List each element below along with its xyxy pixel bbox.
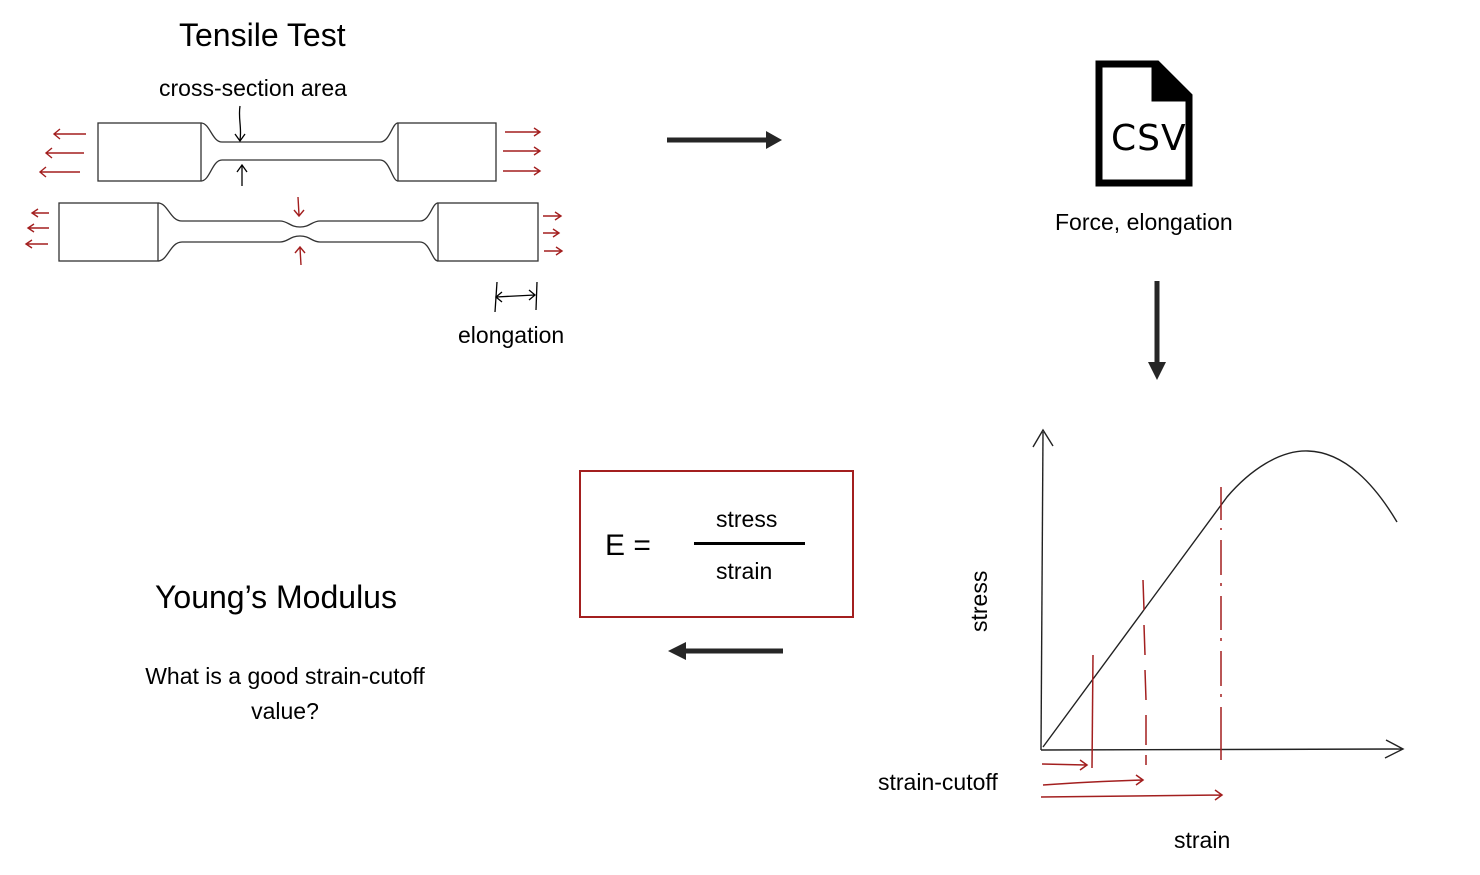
cross-section-label: cross-section area — [159, 75, 347, 101]
stress-axis-label: stress — [966, 570, 992, 632]
stress-strain-plot — [1032, 428, 1405, 759]
strain-cutoff-question: What is a good strain-cutoff value? — [145, 663, 425, 724]
formula-denominator: strain — [716, 558, 773, 584]
elongation-marker — [494, 281, 538, 313]
csv-caption: Force, elongation — [1055, 209, 1233, 235]
tensile-test-title: Tensile Test — [179, 17, 346, 53]
strain-cutoff-label: strain-cutoff — [878, 769, 998, 795]
fraction-bar — [694, 542, 805, 545]
pull-arrows-red — [24, 127, 564, 266]
formula-numerator: stress — [716, 506, 778, 532]
youngs-modulus-title: Young’s Modulus — [155, 579, 397, 615]
formula-box — [579, 470, 854, 618]
strain-axis-label: strain — [1174, 827, 1231, 853]
cutoff-lines-red — [1040, 487, 1224, 801]
specimen-original — [97, 122, 497, 182]
elongation-label: elongation — [458, 322, 565, 348]
csv-icon-label: CSV — [1111, 118, 1187, 159]
formula-lhs: E = — [605, 529, 651, 562]
specimen-necked — [58, 202, 539, 262]
cross-section-arrows — [234, 105, 248, 186]
